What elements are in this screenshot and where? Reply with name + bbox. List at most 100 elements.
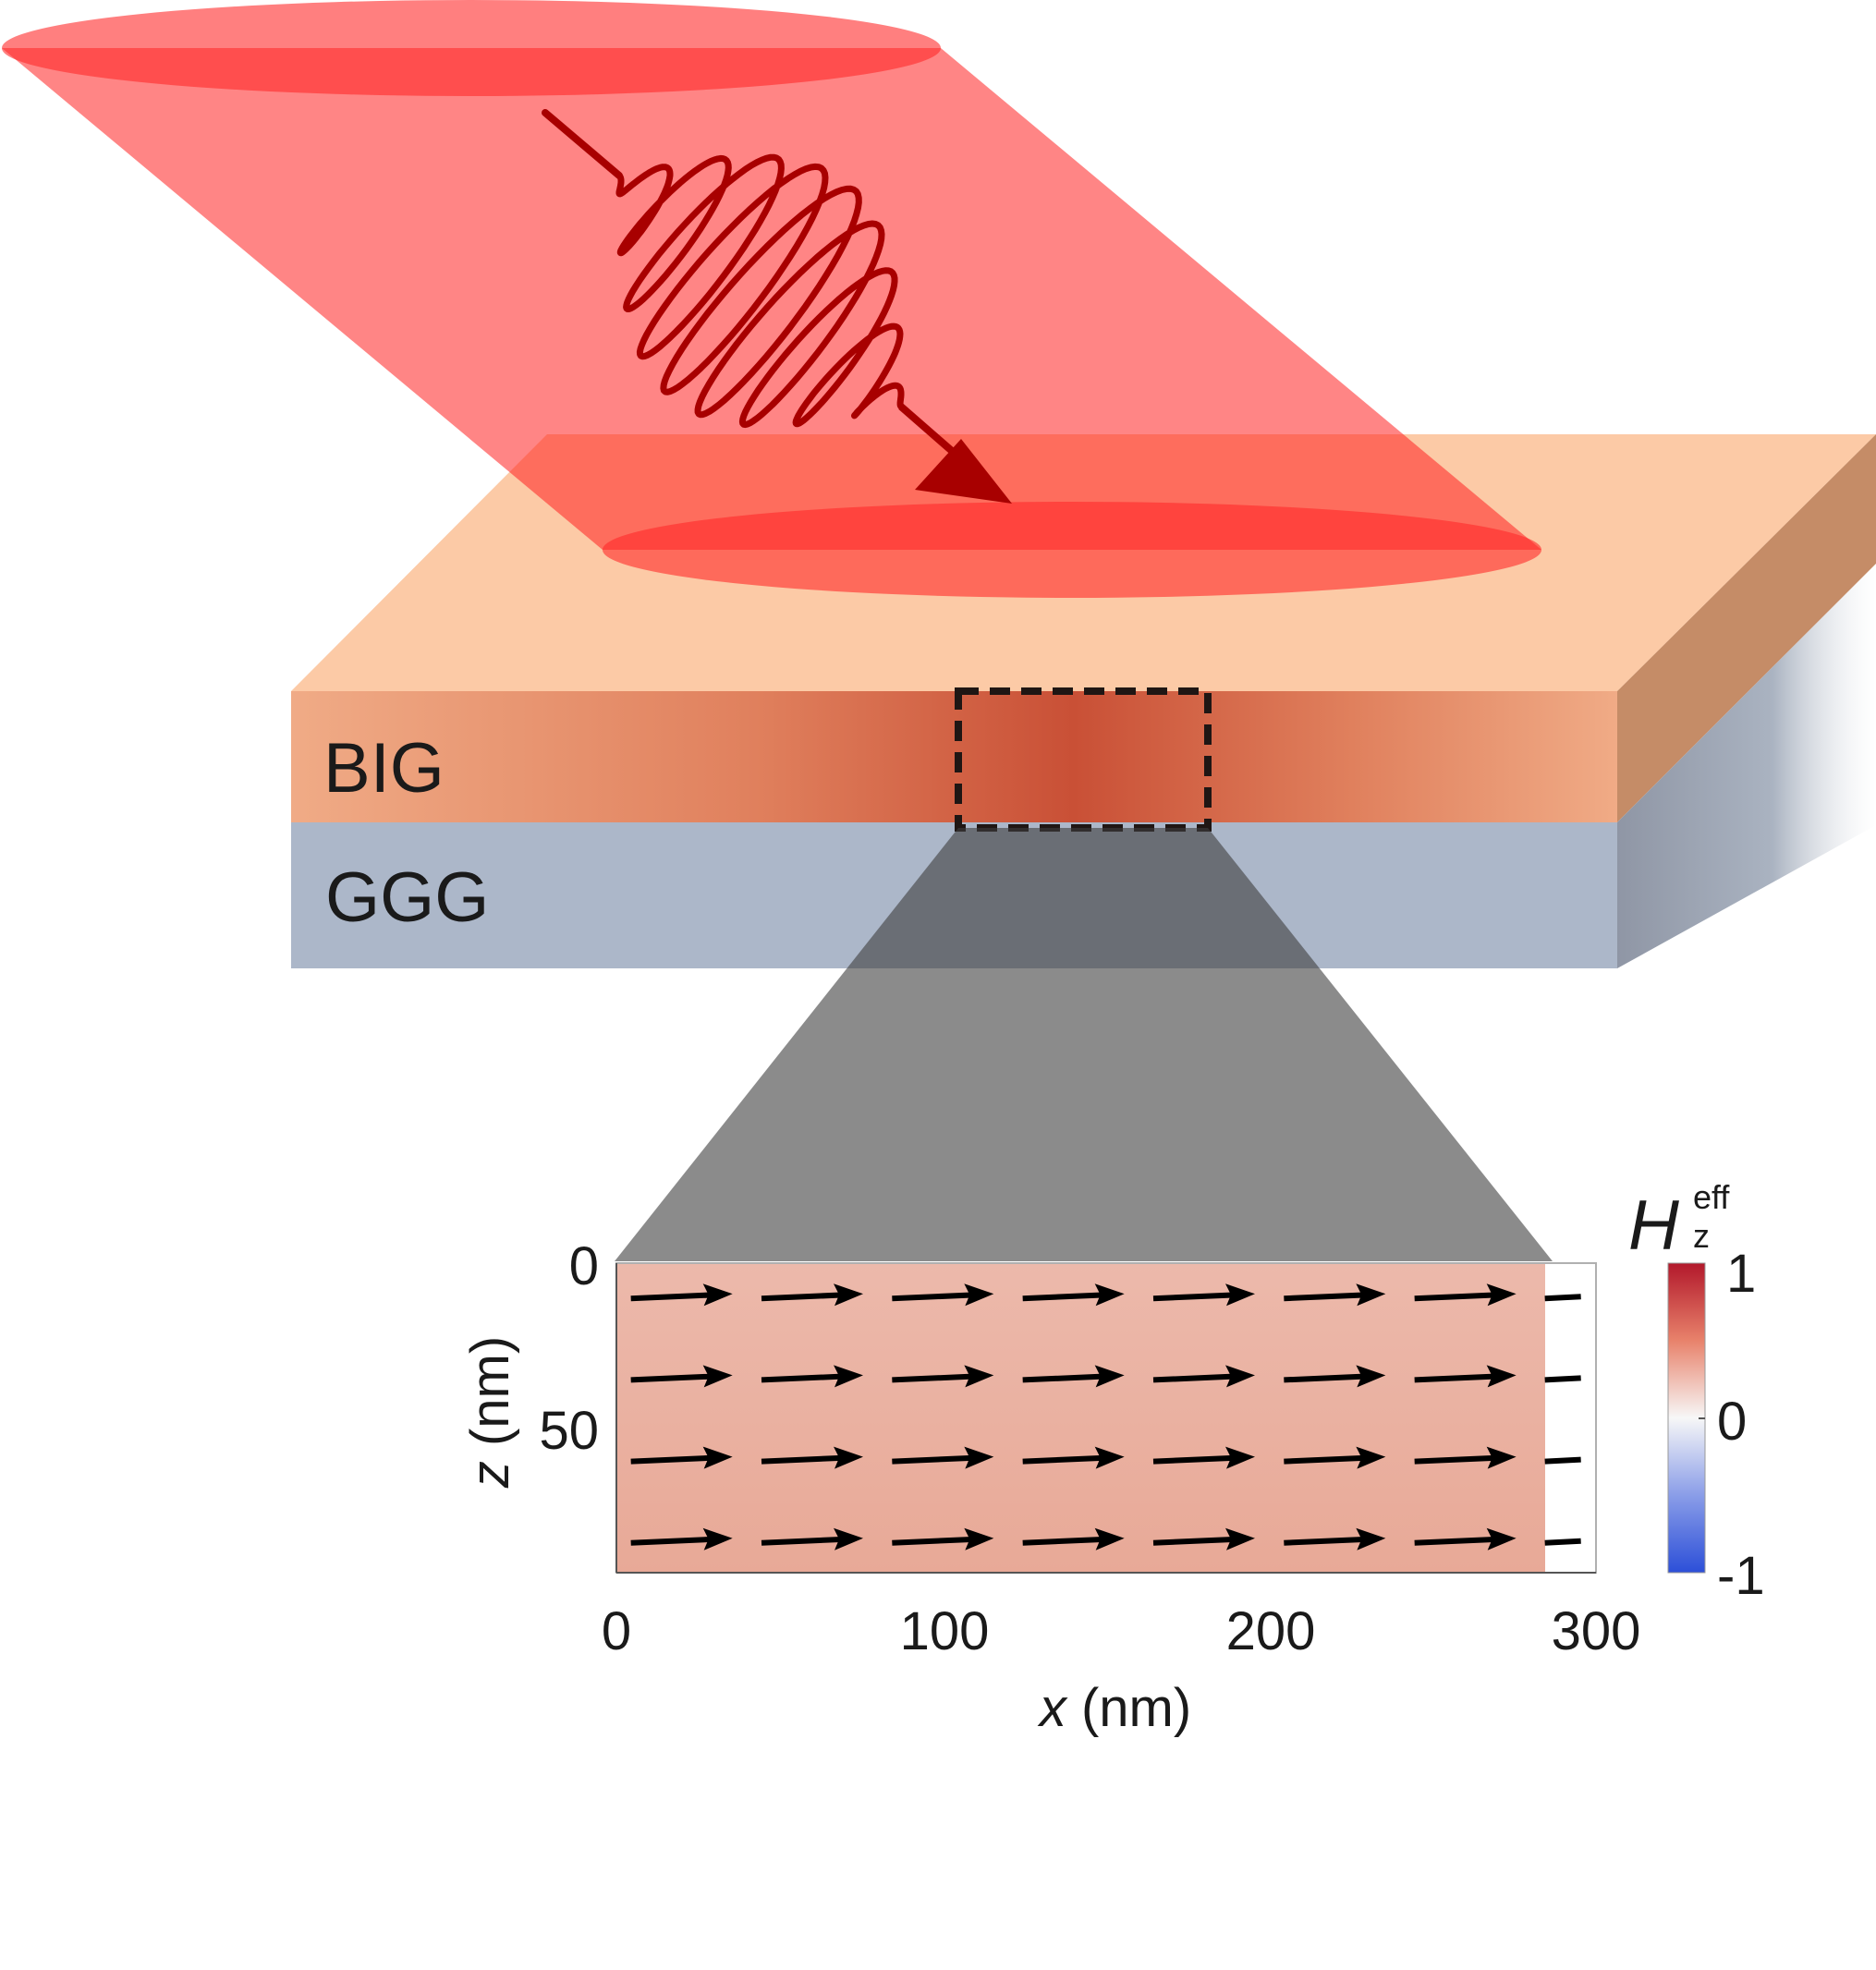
field-arrow-head (1356, 1283, 1386, 1307)
field-arrow-shaft (892, 1536, 978, 1546)
field-map (616, 1263, 1545, 1573)
field-arrow (1284, 1446, 1386, 1469)
field-arrow-shaft (761, 1454, 847, 1465)
field-arrow-head (1356, 1527, 1386, 1550)
field-arrow-head (834, 1527, 863, 1550)
x-axis-label: x (nm) (1037, 1678, 1191, 1738)
field-arrow (1152, 1365, 1255, 1388)
zoom-projection (615, 828, 1553, 1261)
y-tick-50: 50 (539, 1401, 599, 1461)
field-dash (1544, 1538, 1581, 1546)
slab-side-face-bottom (1617, 564, 1876, 968)
field-arrow-shaft (761, 1536, 847, 1546)
field-arrow-head (1486, 1446, 1517, 1469)
field-arrow (1152, 1446, 1255, 1469)
big-layer-label: BIG (323, 729, 445, 808)
colorbar-tick-0: 0 (1717, 1392, 1747, 1452)
field-arrow (630, 1527, 733, 1550)
field-arrow-head (964, 1283, 994, 1307)
field-arrow-shaft (630, 1292, 716, 1302)
field-arrow-head (1094, 1527, 1125, 1550)
field-arrow-shaft (1284, 1373, 1370, 1383)
field-arrow-shaft (630, 1536, 716, 1546)
field-arrow-head (1356, 1365, 1386, 1388)
field-arrow-head (834, 1365, 863, 1388)
field-arrow (1284, 1365, 1386, 1388)
arrow-tail (542, 109, 623, 179)
wave-packet (615, 153, 905, 429)
field-arrow-shaft (1152, 1536, 1239, 1546)
pulse-wave-arrow (542, 109, 1012, 504)
arrow-head (915, 439, 1012, 504)
field-arrow (761, 1446, 863, 1469)
field-arrow (1414, 1446, 1517, 1469)
field-arrow (761, 1283, 863, 1307)
colorbar-tick-1: 1 (1726, 1244, 1756, 1304)
field-arrow-head (1094, 1446, 1125, 1469)
field-arrow (1022, 1446, 1125, 1469)
field-arrow (1414, 1365, 1517, 1388)
field-arrow-head (1225, 1446, 1255, 1469)
x-tick-300: 300 (1552, 1601, 1641, 1661)
field-arrow-head (702, 1283, 733, 1307)
field-arrow-head (1356, 1446, 1386, 1469)
field-arrow-shaft (1022, 1536, 1108, 1546)
field-arrow (630, 1365, 733, 1388)
x-tick-0: 0 (602, 1601, 631, 1661)
colorbar: H eff z 1 0 -1 (1628, 1178, 1765, 1606)
field-arrow-head (964, 1446, 994, 1469)
field-arrow-shaft (630, 1373, 716, 1383)
colorbar-title-sup: eff (1693, 1178, 1730, 1216)
field-arrow (1414, 1527, 1517, 1550)
field-arrow (630, 1283, 733, 1307)
field-arrow-head (1225, 1365, 1255, 1388)
field-arrow (892, 1527, 994, 1550)
field-arrow-shaft (630, 1454, 716, 1465)
pulse-top-ellipse (2, 0, 941, 96)
field-arrow-head (1486, 1283, 1517, 1307)
field-arrow-shaft (1022, 1454, 1108, 1465)
field-arrow-shaft (761, 1292, 847, 1302)
field-arrow (1414, 1283, 1517, 1307)
field-arrow-head (1225, 1527, 1255, 1550)
y-tick-0: 0 (569, 1236, 599, 1296)
colorbar-title-sub: z (1693, 1217, 1710, 1255)
edge-dashes (1544, 1294, 1581, 1546)
field-arrow-head (702, 1527, 733, 1550)
y-axis-label: z (nm) (460, 1336, 520, 1489)
field-arrow-head (1094, 1365, 1125, 1388)
field-arrow (892, 1446, 994, 1469)
field-arrow-shaft (1152, 1373, 1239, 1383)
field-arrow-shaft (1284, 1454, 1370, 1465)
field-arrow-shaft (1022, 1373, 1108, 1383)
field-dash (1544, 1294, 1581, 1302)
field-arrow-head (964, 1527, 994, 1550)
field-arrow (630, 1446, 733, 1469)
field-arrow-head (1225, 1283, 1255, 1307)
field-arrow-head (834, 1446, 863, 1469)
vector-arrows (630, 1283, 1517, 1550)
field-arrow-shaft (892, 1292, 978, 1302)
field-dash (1544, 1375, 1581, 1383)
field-arrow (1152, 1527, 1255, 1550)
field-arrow-shaft (1152, 1292, 1239, 1302)
colorbar-title: H (1628, 1186, 1679, 1265)
big-layer (291, 691, 1617, 822)
field-arrow-shaft (892, 1454, 978, 1465)
field-arrow-head (1094, 1283, 1125, 1307)
colorbar-tick-neg1: -1 (1717, 1546, 1765, 1606)
x-tick-100: 100 (900, 1601, 990, 1661)
field-arrow-shaft (1152, 1454, 1239, 1465)
field-arrow-head (702, 1365, 733, 1388)
field-arrow (1284, 1527, 1386, 1550)
field-arrow-shaft (1414, 1373, 1500, 1383)
field-arrow-head (1486, 1527, 1517, 1550)
field-arrow-shaft (761, 1373, 847, 1383)
field-arrow-head (964, 1365, 994, 1388)
field-arrow-shaft (1414, 1454, 1500, 1465)
field-arrow-shaft (1284, 1292, 1370, 1302)
pulse-spot-ellipse (603, 502, 1541, 598)
field-arrow (761, 1365, 863, 1388)
field-arrow-shaft (1284, 1536, 1370, 1546)
